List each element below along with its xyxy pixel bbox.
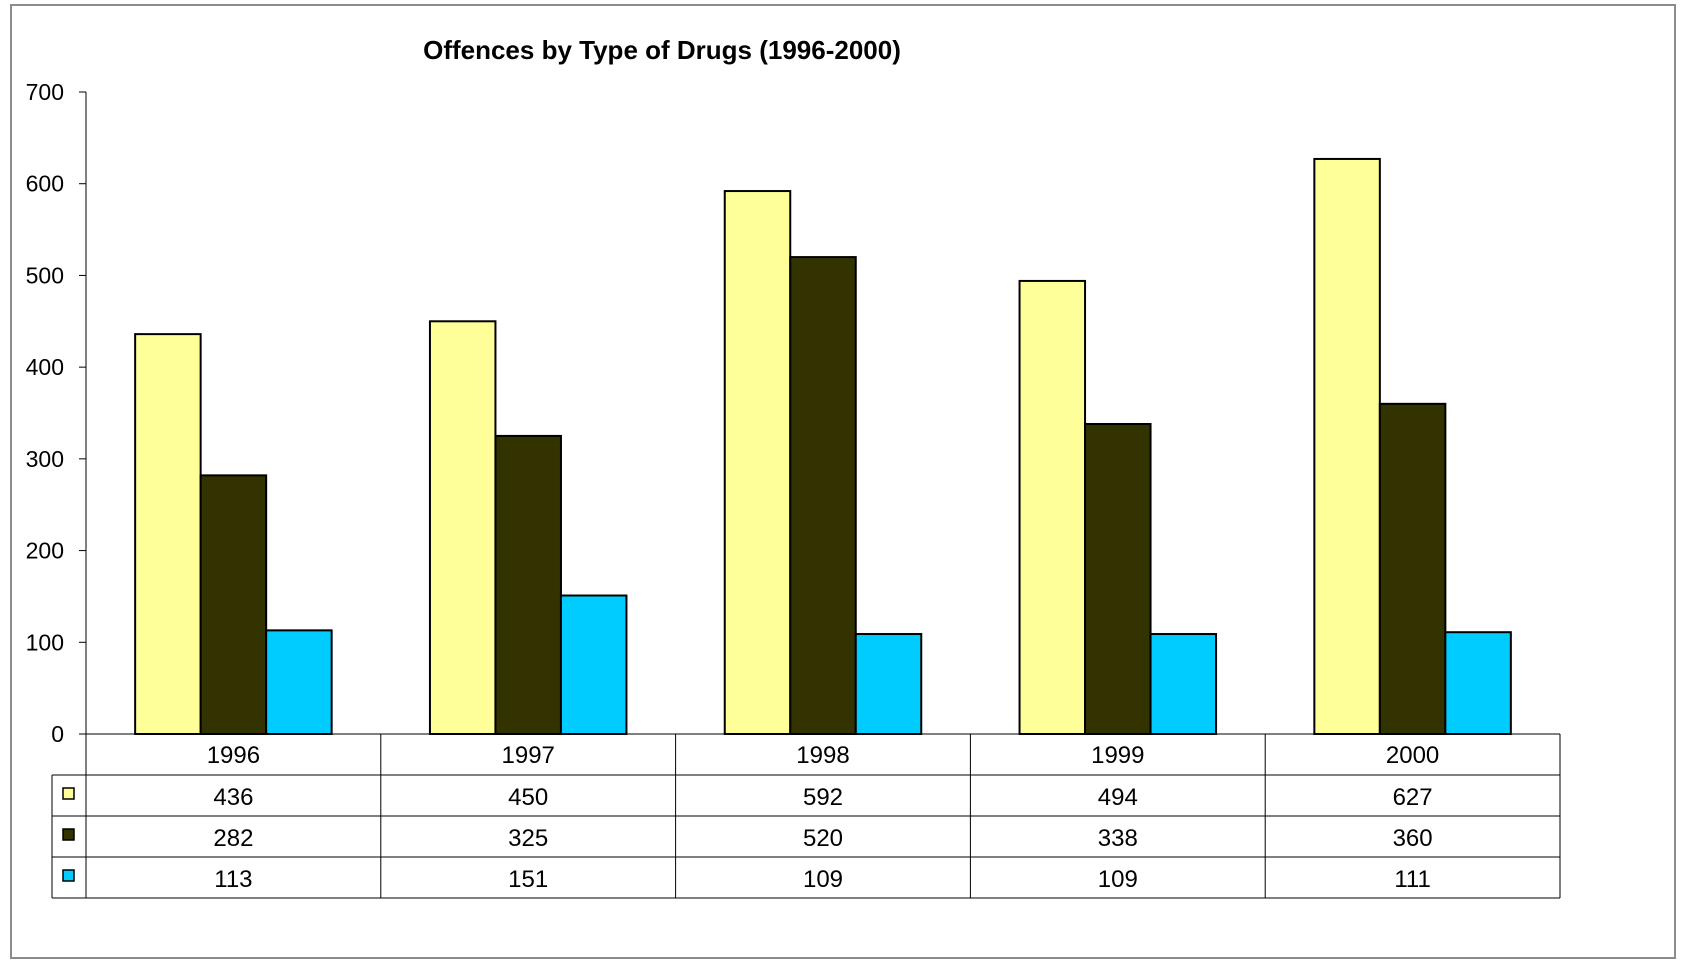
- x-category-label: 2000: [1386, 742, 1439, 769]
- bar: [1084, 423, 1152, 735]
- y-tick-label: 400: [26, 354, 64, 380]
- bar: [1378, 402, 1447, 735]
- bars-group: [134, 157, 1512, 736]
- x-category-label: 1996: [207, 742, 260, 769]
- data-cell: 494: [1098, 784, 1138, 811]
- data-table: 1996 1997 1998 1999 2000 436 450 592 494 627 282 32…: [51, 733, 1561, 899]
- bar: [1149, 633, 1218, 736]
- bar: [265, 629, 333, 735]
- x-category-label: 1998: [796, 742, 849, 769]
- bar: [854, 633, 923, 736]
- x-category-label: 1997: [502, 742, 555, 769]
- data-cell: 151: [508, 866, 548, 893]
- bar: [199, 474, 268, 735]
- data-cell: 436: [213, 784, 253, 811]
- data-cell: 627: [1393, 784, 1433, 811]
- y-tick-label: 600: [26, 171, 64, 197]
- y-tick-label: 100: [26, 629, 64, 655]
- data-cell: 113: [214, 866, 252, 893]
- bar: [1018, 279, 1087, 735]
- data-cell: 360: [1393, 825, 1433, 852]
- y-tick-label: 200: [26, 538, 64, 564]
- bar: [1444, 631, 1512, 735]
- y-axis: 0 100 200 300 400 500 600 700: [26, 79, 87, 747]
- data-cell: 520: [803, 825, 843, 852]
- chart-title: Offences by Type of Drugs (1996-2000): [423, 35, 901, 65]
- bar: [559, 594, 628, 735]
- data-cell: 111: [1394, 866, 1430, 893]
- y-tick-label: 500: [26, 262, 64, 288]
- legend-key: [62, 869, 75, 882]
- y-tick-label: 300: [26, 446, 64, 472]
- legend-key: [62, 787, 75, 800]
- y-tick-label: 700: [26, 79, 64, 105]
- bar: [1313, 157, 1381, 736]
- bar: [494, 434, 562, 735]
- data-cell: 282: [213, 825, 253, 852]
- x-category-label: 1999: [1091, 742, 1144, 769]
- bar: [134, 333, 202, 735]
- legend-key: [62, 828, 75, 841]
- data-cell: 109: [1098, 866, 1138, 893]
- bar: [723, 190, 792, 735]
- data-cell: 325: [508, 825, 548, 852]
- y-tick-label: 0: [51, 721, 64, 747]
- bar-chart: Offences by Type of Drugs (1996-2000) 01…: [26, 35, 1561, 899]
- data-cell: 450: [508, 784, 548, 811]
- data-cell: 338: [1098, 825, 1138, 852]
- bar: [789, 256, 857, 735]
- data-cell: 109: [803, 866, 843, 893]
- data-cell: 592: [803, 784, 843, 811]
- bar: [428, 320, 497, 735]
